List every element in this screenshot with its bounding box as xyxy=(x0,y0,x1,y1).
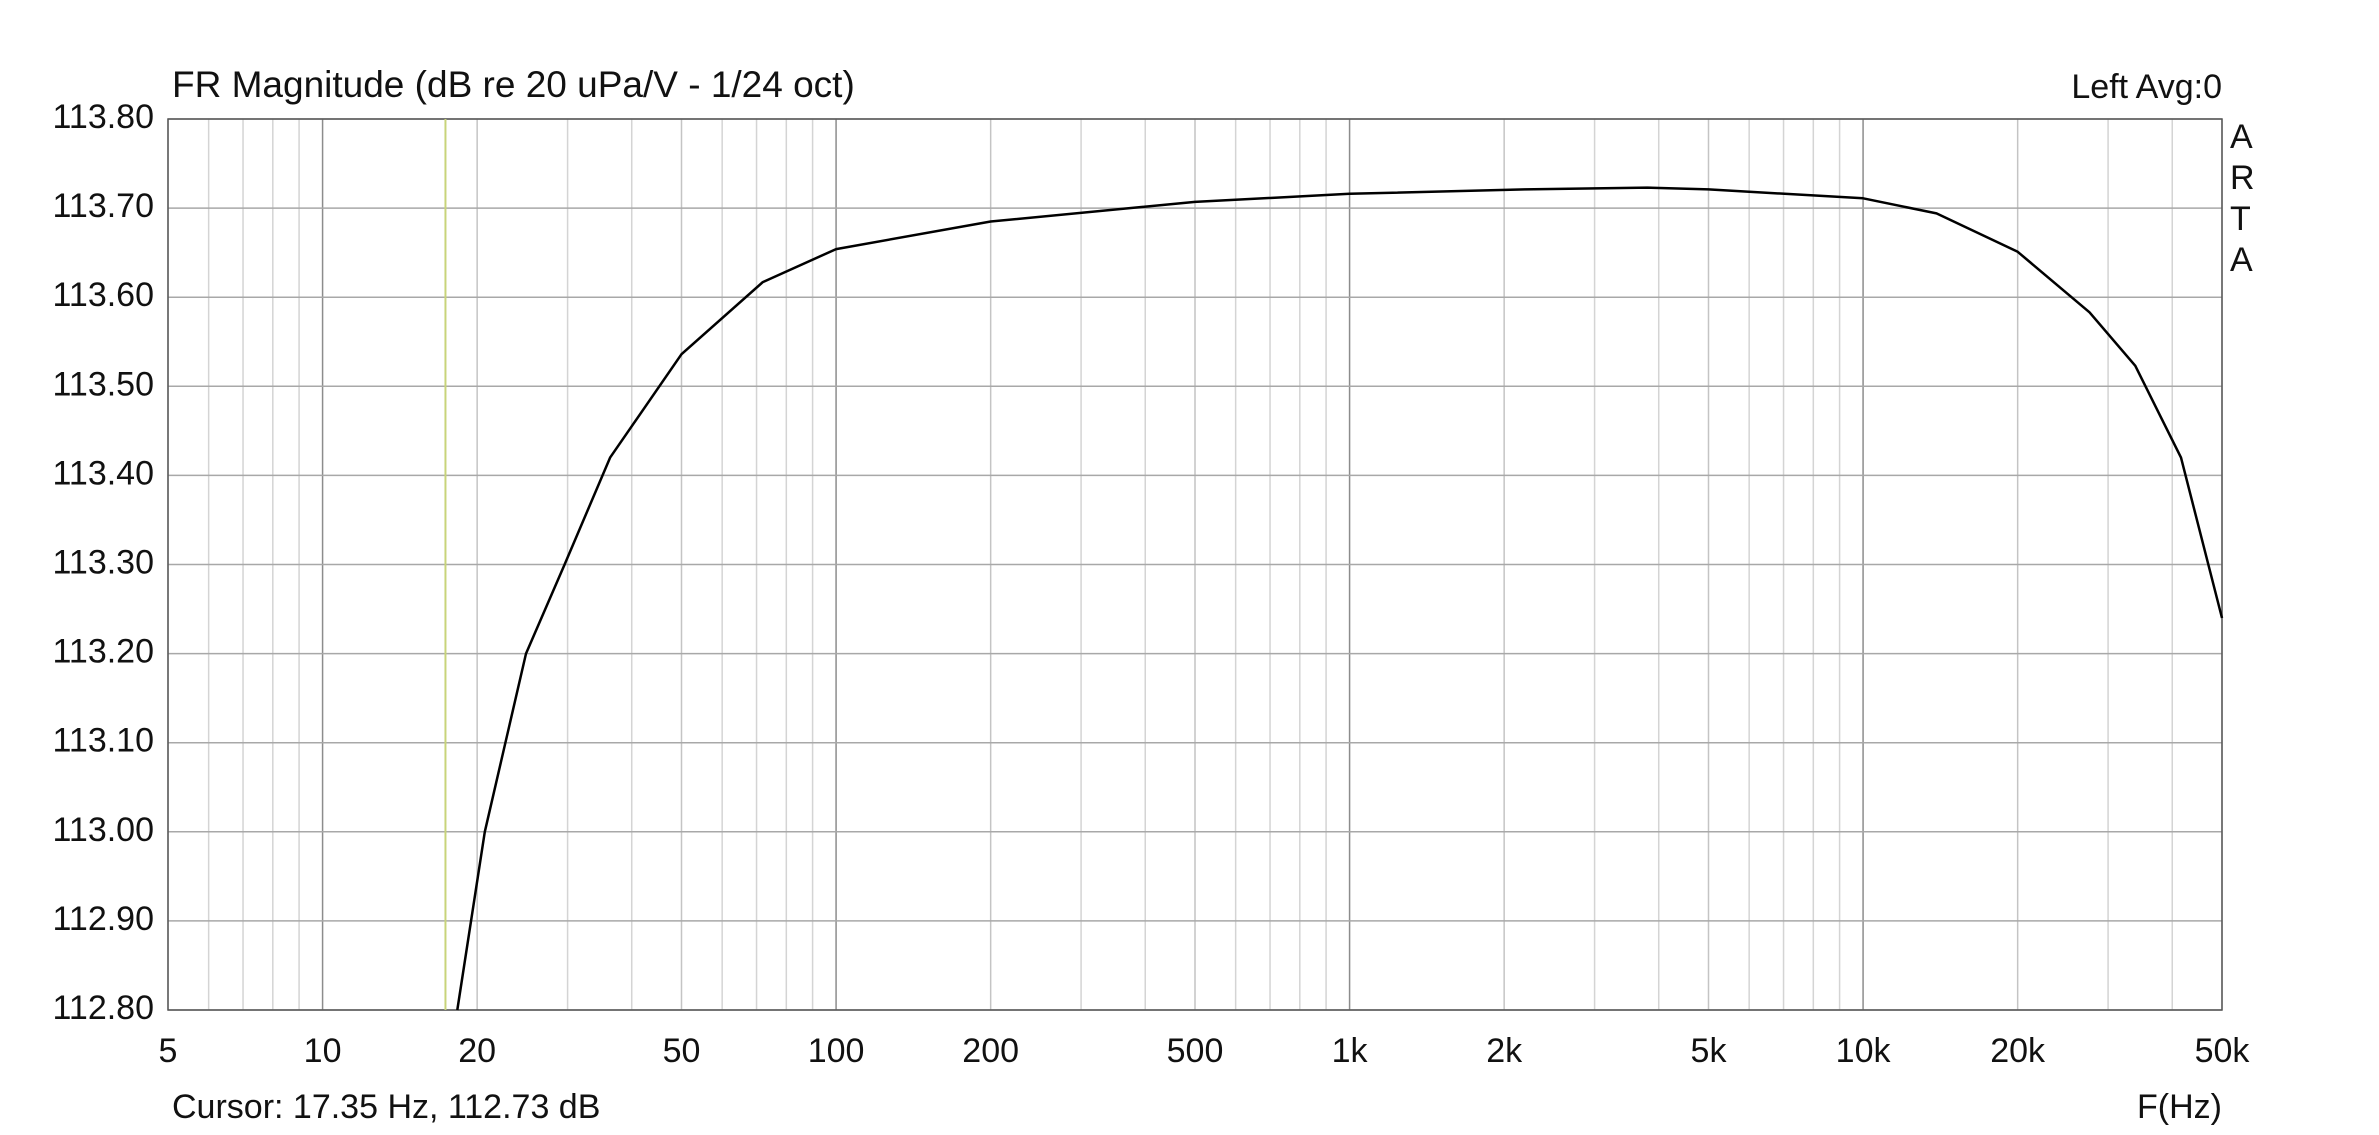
y-tick-label: 113.40 xyxy=(53,454,154,492)
x-tick-label: 5k xyxy=(1691,1032,1728,1070)
y-tick-label: 113.80 xyxy=(53,98,154,136)
x-tick-label: 20k xyxy=(1990,1032,2046,1070)
x-tick-label: 20 xyxy=(458,1032,496,1070)
cursor-readout: Cursor: 17.35 Hz, 112.73 dB xyxy=(172,1088,600,1126)
y-tick-label: 113.60 xyxy=(53,276,154,314)
side-label-letter: T xyxy=(2230,200,2251,238)
x-tick-label: 500 xyxy=(1167,1032,1224,1070)
x-tick-label: 10k xyxy=(1836,1032,1892,1070)
side-label-letter: R xyxy=(2230,159,2255,197)
x-tick-label: 1k xyxy=(1332,1032,1369,1070)
side-label-letter: A xyxy=(2230,241,2253,279)
chart-title: FR Magnitude (dB re 20 uPa/V - 1/24 oct) xyxy=(172,64,855,105)
x-tick-label: 5 xyxy=(159,1032,178,1070)
y-tick-label: 113.20 xyxy=(53,633,154,671)
channel-label: Left Avg:0 xyxy=(2071,68,2222,106)
y-tick-label: 113.30 xyxy=(53,543,154,581)
y-tick-label: 113.50 xyxy=(53,365,154,403)
x-tick-label: 50k xyxy=(2195,1032,2251,1070)
fr-curve xyxy=(456,186,2224,1011)
y-tick-label: 112.90 xyxy=(53,900,154,938)
x-axis-label: F(Hz) xyxy=(2137,1088,2222,1126)
x-tick-label: 50 xyxy=(663,1032,701,1070)
x-tick-label: 200 xyxy=(962,1032,1019,1070)
x-tick-label: 10 xyxy=(304,1032,342,1070)
grid xyxy=(167,118,2223,1011)
plot-frame xyxy=(167,118,2223,1011)
x-tick-label: 100 xyxy=(808,1032,865,1070)
y-tick-label: 113.10 xyxy=(53,722,154,760)
y-tick-label: 113.70 xyxy=(53,187,154,225)
y-tick-label: 112.80 xyxy=(53,989,154,1027)
x-tick-label: 2k xyxy=(1486,1032,1523,1070)
side-label-letter: A xyxy=(2230,118,2253,156)
y-tick-label: 113.00 xyxy=(53,811,154,849)
